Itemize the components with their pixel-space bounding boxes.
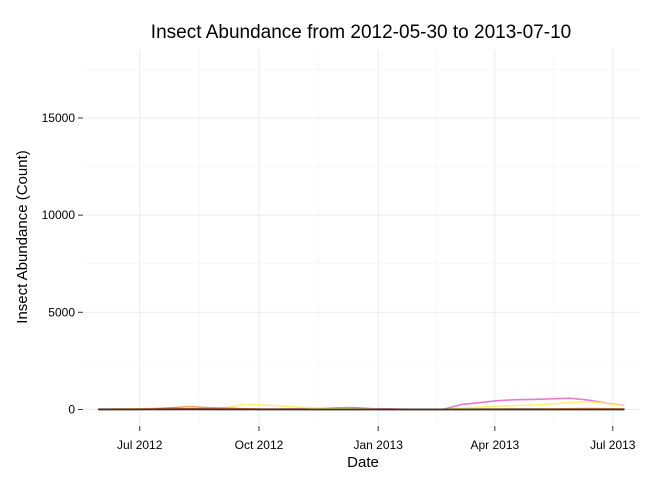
grid: [84, 50, 640, 425]
y-tick-label: 15000: [42, 111, 76, 125]
x-tick-label: Oct 2012: [235, 438, 284, 452]
y-tick-label: 0: [68, 402, 75, 416]
chart-title: Insect Abundance from 2012-05-30 to 2013…: [151, 22, 571, 43]
tick-labels: 0 5000 10000 15000 Jul 2012 Oct 2012 Jan 2013 A…: [42, 111, 636, 452]
x-tick-label: Jul 2013: [590, 438, 636, 452]
x-axis-label: Date: [347, 454, 379, 471]
y-tick-label: 5000: [48, 305, 75, 319]
x-tick-label: Apr 2013: [470, 438, 519, 452]
y-axis-label: Insect Abundance (Count): [14, 150, 31, 323]
series-lines: [98, 397, 625, 411]
y-tick-label: 10000: [42, 208, 76, 222]
x-tick-label: Jul 2012: [117, 438, 163, 452]
x-tick-label: Jan 2013: [354, 438, 404, 452]
tick-marks: [78, 117, 614, 431]
